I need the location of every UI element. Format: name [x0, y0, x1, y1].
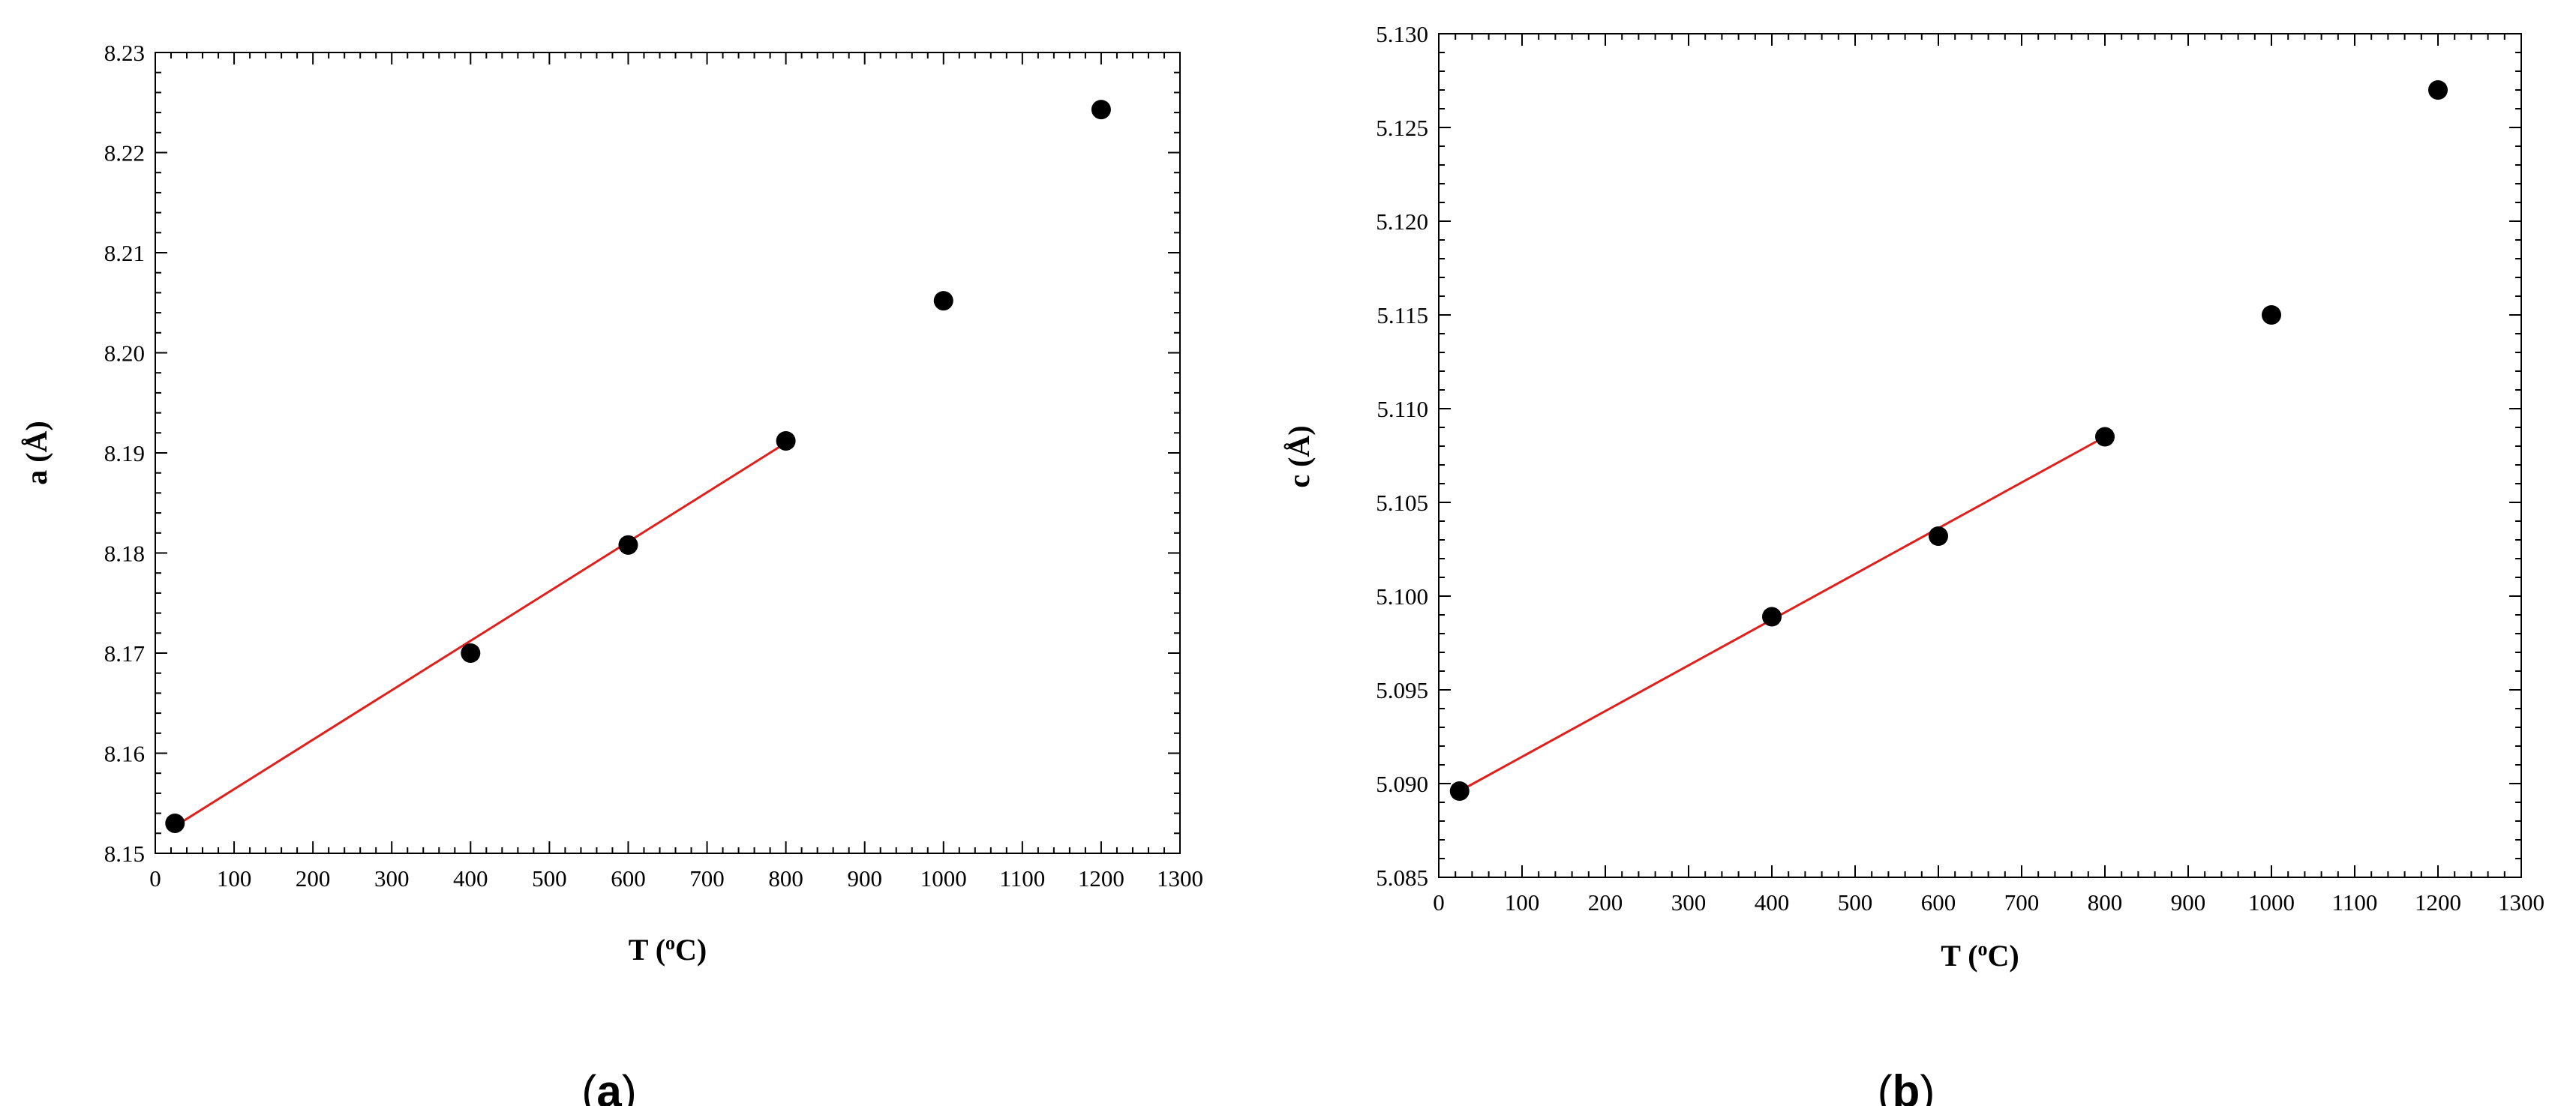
minor-ticks-b	[1438, 33, 2522, 878]
y-tick-label: 8.23	[104, 40, 145, 66]
chart-panel-a: 0 100 200 300 400 500 600 700 800 900 1000 1100 1200…	[20, 40, 1203, 1106]
x-tick-label: 1000	[2248, 889, 2295, 916]
plot-area-b	[1438, 33, 2522, 878]
x-tick-labels-a: 0 100 200 300 400 500 600 700 800 900 1000 1100 1200…	[149, 865, 1203, 892]
x-tick-label: 200	[296, 865, 331, 892]
y-tick-label: 8.19	[104, 440, 145, 466]
x-tick-label: 300	[1671, 889, 1707, 916]
x-tick-label: 1300	[2498, 889, 2544, 916]
y-tick-label: 5.115	[1377, 302, 1428, 328]
y-tick-label: 8.18	[104, 541, 145, 567]
x-tick-label: 700	[2004, 889, 2040, 916]
x-tick-label: 800	[2088, 889, 2123, 916]
y-tick-label: 8.17	[104, 640, 145, 667]
data-point	[2095, 427, 2115, 447]
y-tick-label: 8.22	[104, 140, 145, 166]
data-point	[776, 430, 796, 451]
x-tick-label: 800	[768, 865, 803, 892]
data-point	[165, 813, 185, 833]
y-tick-label: 5.090	[1376, 771, 1428, 797]
y-tick-labels-a: 8.15 8.16 8.17 8.18 8.19 8.20 8.21 8.22 8.23	[104, 40, 145, 867]
x-tick-label: 1100	[999, 865, 1045, 892]
x-tick-label: 200	[1588, 889, 1623, 916]
x-tick-label: 0	[1433, 889, 1445, 916]
data-point	[1449, 781, 1470, 801]
fit-line-a	[174, 442, 787, 828]
panel-label-a: (a)	[581, 1066, 636, 1106]
x-tick-label: 300	[374, 865, 410, 892]
data-point	[1929, 526, 1948, 546]
data-point	[1091, 100, 1111, 120]
x-tick-label: 1000	[920, 865, 967, 892]
y-tick-label: 5.110	[1377, 396, 1428, 422]
minor-ticks-a	[155, 52, 1181, 854]
y-tick-label: 5.100	[1376, 583, 1428, 610]
plot-area-a	[155, 52, 1181, 854]
x-tick-label: 400	[453, 865, 488, 892]
y-tick-label: 5.120	[1376, 208, 1428, 235]
x-tick-label: 700	[689, 865, 725, 892]
x-tick-label: 400	[1755, 889, 1790, 916]
data-points-a	[165, 100, 1111, 833]
y-tick-label: 5.095	[1376, 677, 1428, 703]
data-points-b	[1449, 80, 2448, 801]
x-tick-label: 500	[532, 865, 567, 892]
x-tick-label: 900	[2171, 889, 2206, 916]
y-axis-label-b: c (Å)	[1282, 425, 1316, 487]
y-tick-label: 5.125	[1376, 115, 1428, 141]
y-tick-label: 8.20	[104, 340, 145, 367]
chart-panel-b: 0 100 200 300 400 500 600 700 800 900 1000 1100 1200…	[1282, 21, 2544, 1106]
fit-line-b	[1459, 436, 2106, 793]
x-tick-labels-b: 0 100 200 300 400 500 600 700 800 900 1000 1100 1200…	[1433, 889, 2544, 916]
x-tick-label: 0	[149, 865, 161, 892]
x-axis-label-a: T (oC)	[629, 932, 707, 967]
data-point	[461, 643, 481, 663]
y-tick-labels-b: 5.085 5.090 5.095 5.100 5.105 5.110 5.115 5.120…	[1376, 21, 1428, 891]
x-tick-label: 600	[1921, 889, 1956, 916]
x-tick-label: 500	[1838, 889, 1873, 916]
x-tick-label: 600	[611, 865, 646, 892]
y-tick-label: 5.130	[1376, 21, 1428, 47]
data-point	[618, 535, 638, 555]
y-tick-label: 5.085	[1376, 865, 1428, 891]
x-tick-label: 1200	[1078, 865, 1124, 892]
y-axis-label-a: a (Å)	[20, 421, 53, 485]
y-tick-label: 5.105	[1376, 490, 1428, 516]
data-point	[2262, 305, 2281, 325]
y-tick-label: 8.16	[104, 741, 145, 767]
y-tick-label: 8.21	[104, 240, 145, 266]
y-tick-label: 8.15	[104, 841, 145, 867]
panel-label-b: (b)	[1878, 1066, 1935, 1106]
x-tick-label: 1100	[2332, 889, 2378, 916]
x-tick-label: 100	[217, 865, 252, 892]
x-tick-label: 1200	[2415, 889, 2461, 916]
data-point	[933, 291, 953, 311]
x-tick-label: 100	[1505, 889, 1540, 916]
data-point	[2428, 80, 2448, 100]
data-point	[1762, 607, 1782, 627]
x-tick-label: 1300	[1157, 865, 1203, 892]
x-axis-label-b: T (oC)	[1941, 938, 2019, 973]
x-tick-label: 900	[847, 865, 882, 892]
